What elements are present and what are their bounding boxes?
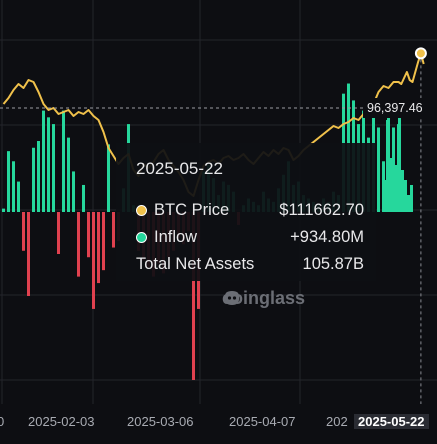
inflow-bar [17,181,20,212]
outflow-bar [87,212,90,258]
coinglass-logo-icon [225,291,239,305]
outflow-bar [97,212,100,284]
watermark-text: coinglass [222,288,306,308]
inflow-bar [62,110,65,212]
tooltip-row-inflow: Inflow +934.80M [136,224,364,251]
inflow-bar [37,141,40,212]
x-tick-label: 2025-04-07 [229,414,296,429]
x-tick-label: 2025-02-03 [28,414,95,429]
inflow-bar [383,180,386,212]
inflow-bar [47,117,50,212]
inflow-bar [42,110,45,212]
tooltip-label: BTC Price [154,201,230,219]
inflow-bar [107,144,110,212]
highlight-point [414,47,427,60]
inflow-bar [407,195,410,212]
inflow-bar [404,180,407,212]
inflow-legend-dot [136,232,147,243]
tooltip-panel: 2025-05-22 BTC Price $111662.70 Inflow +… [116,143,376,281]
tooltip-value: 105.87B [302,255,364,273]
inflow-bar [82,184,85,212]
tooltip-label: Total Net Assets [136,255,255,273]
inflow-bar [410,185,413,212]
outflow-bar [112,212,115,248]
outflow-bar [27,212,30,296]
x-tick-label: 0 [0,414,5,429]
inflow-bar [52,124,55,212]
outflow-bar [57,212,60,254]
tooltip-value: +934.80M [290,228,364,246]
inflow-bar [386,120,389,212]
inflow-bar [398,100,401,212]
inflow-bar [401,170,404,212]
inflow-bar [7,151,10,212]
btc-price-legend-dot [136,205,147,216]
tooltip-label: Inflow [154,228,198,246]
inflow-bar [67,137,70,212]
tooltip-date: 2025-05-22 [136,159,223,178]
outflow-bar [92,212,95,309]
inflow-bar [32,147,35,212]
outflow-bar [77,212,80,277]
inflow-bar [389,158,392,212]
inflow-bar [12,161,15,212]
tooltip-value: $111662.70 [279,201,364,219]
inflow-bar [392,135,395,212]
inflow-bar [377,127,380,212]
x-tick-label: 202 [326,414,348,429]
x-tick-label-active: 2025-05-22 [354,414,429,429]
x-tick-label: 2025-03-06 [127,414,194,429]
inflow-bar [72,171,75,212]
outflow-bar [192,212,195,380]
tooltip-row-btc-price: BTC Price $111662.70 [136,197,364,224]
tooltip-row-total-net-assets: Total Net Assets 105.87B [136,251,364,278]
inflow-bar [2,208,5,212]
inflow-bar [395,165,398,212]
outflow-bar [22,212,25,251]
current-price-label: 96,397.46 [363,98,427,118]
outflow-bar [102,212,105,271]
coinglass-watermark: coinglass [222,288,305,309]
